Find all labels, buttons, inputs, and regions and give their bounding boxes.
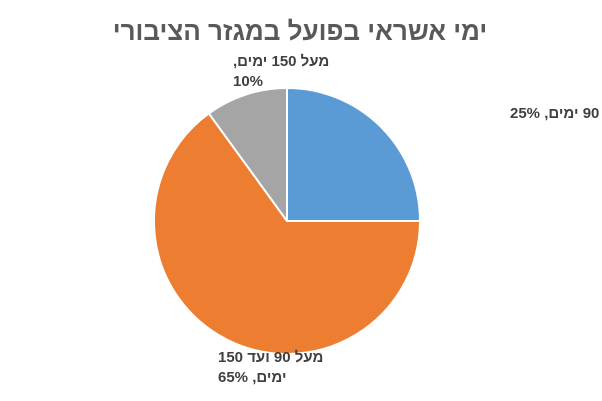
slice-over-150-days: [207, 87, 288, 222]
data-label-2-line-2: 10%: [233, 73, 263, 90]
data-label-1-line-2: ימים, 65%: [218, 369, 287, 386]
chart-title: ימי אשראי בפועל במגזר הציבורי: [113, 16, 488, 46]
slice-up-to-90-days: [286, 87, 421, 222]
pie-data-labels: עד 90 ימים, 25% מעל 90 ועד 150 ימים, 65% מע…: [218, 53, 602, 386]
data-label-2-line-1: מעל 150 ימים,: [233, 53, 329, 70]
data-label-1-line-1: מעל 90 ועד 150: [218, 349, 323, 366]
slice-90-to-150-days: [153, 112, 421, 355]
data-label-0-line-1: עד 90 ימים, 25%: [510, 105, 602, 122]
pie-slices: [153, 87, 421, 355]
